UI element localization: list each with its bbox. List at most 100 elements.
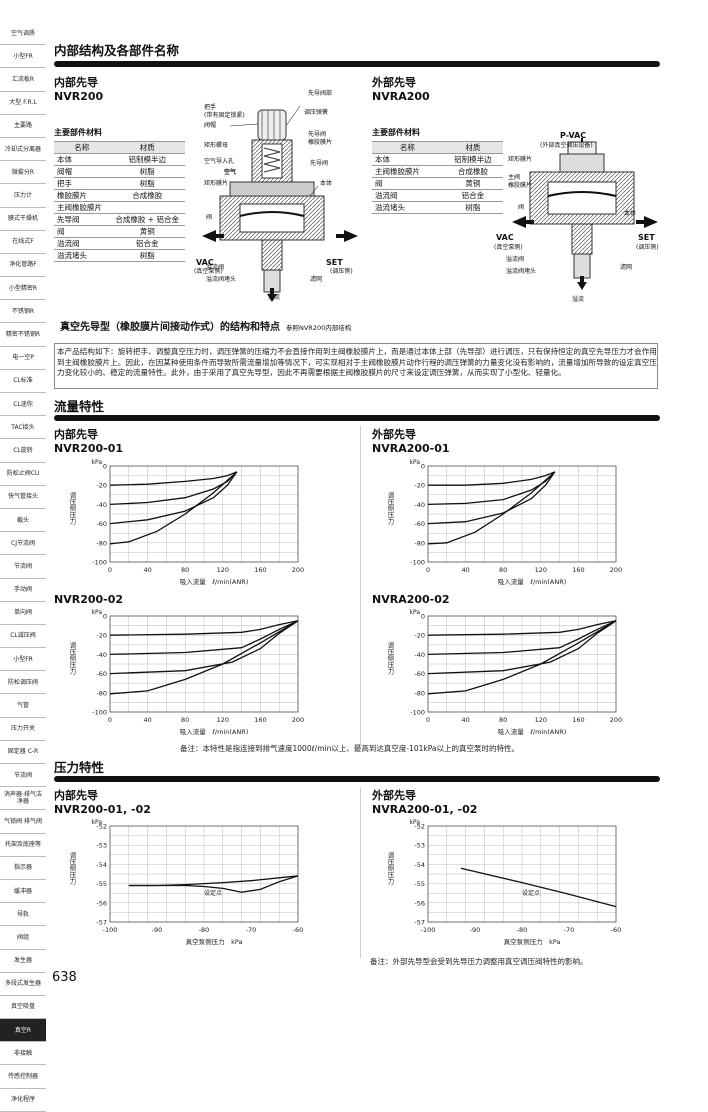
sidebar-item[interactable]: 膜式干燥机	[0, 208, 46, 231]
sidebar-item[interactable]: 净化管路F	[0, 254, 46, 278]
x-tick-label: 80	[499, 566, 507, 574]
sidebar-item[interactable]: 空气调质	[0, 22, 46, 46]
flow-chart-title-3: NVRA200-02	[372, 593, 450, 606]
page-number: 638	[52, 970, 77, 985]
materials-table-right: 名称 材质 本体 铝制模半边 主阀橡胶膜片 合成橡胶阀黄铜 溢流阀 铝合金 溢流堵头 树脂	[372, 141, 503, 214]
sidebar-item[interactable]: 气管	[0, 694, 46, 718]
label-vac-r: VAC	[496, 233, 514, 242]
y-tick-label: 0	[103, 613, 107, 621]
series-line	[427, 620, 617, 695]
sidebar-item[interactable]: 精密不锈钢R	[0, 323, 46, 347]
y-tick-label: -80	[414, 689, 425, 697]
sidebar-item[interactable]: CL标准	[0, 370, 46, 393]
sidebar-item[interactable]: TAC接头	[0, 416, 46, 440]
sidebar-item[interactable]: 阀组	[0, 926, 46, 950]
column-divider	[360, 426, 361, 746]
feature-box	[54, 343, 658, 389]
sidebar-item[interactable]: 防松调压阀	[0, 671, 46, 695]
table-cell: 铝制模半边	[109, 153, 185, 166]
sidebar-item[interactable]: 不锈钢R	[0, 300, 46, 324]
y-tick-label: -80	[96, 689, 107, 697]
sidebar-item[interactable]: 大型 F.R.L	[0, 92, 46, 115]
x-tick-label: -70	[246, 926, 257, 934]
label-valve: 阀	[206, 214, 213, 221]
table-row: 橡胶膜片 合成橡胶	[54, 189, 185, 202]
sidebar-item[interactable]: 多段式发生器	[0, 973, 46, 996]
label-vac-side: (真空泵侧)	[194, 268, 223, 275]
sidebar-item[interactable]: 截头	[0, 509, 46, 533]
table-header: 材质	[442, 141, 503, 154]
x-tick-label: 40	[143, 566, 151, 574]
sidebar-item[interactable]: 节流阀	[0, 555, 46, 579]
label-rect-diaphragm: 矩形膜片	[204, 180, 229, 187]
sidebar-item[interactable]: 气锁阀·排气阀	[0, 810, 46, 834]
sidebar-item[interactable]: 冷却式分离器	[0, 138, 46, 162]
sidebar-item[interactable]: CL迷你	[0, 393, 46, 417]
sidebar-item[interactable]: 小型FR	[0, 648, 46, 672]
sidebar-item[interactable]: 小型FR	[0, 45, 46, 69]
y-tick-label: -54	[96, 861, 107, 869]
sidebar-item[interactable]: 汇流板R	[0, 68, 46, 92]
x-tick-label: 80	[499, 716, 507, 724]
sidebar-item[interactable]: 发生器	[0, 950, 46, 973]
series-line	[427, 620, 617, 656]
series-line	[109, 471, 238, 525]
sidebar-item[interactable]: 微雾分R	[0, 161, 46, 185]
series-line	[427, 471, 556, 525]
x-axis-label: 吸入流量 ℓ/min(ANR)	[498, 727, 567, 736]
sidebar-item[interactable]: 净化程序	[0, 1089, 46, 1112]
label-pilot-section: 先导阀部	[308, 90, 333, 97]
sidebar-item[interactable]: 托架及底座等	[0, 834, 46, 857]
label-relief-plug-r: 溢流阀堵头	[506, 268, 537, 275]
sidebar-item[interactable]: CL减压阀	[0, 625, 46, 649]
sidebar-item[interactable]: CL旋转	[0, 439, 46, 463]
x-tick-label: 120	[535, 716, 547, 724]
y-unit-label: kPa	[410, 819, 421, 826]
sidebar-item[interactable]: 固定器 C-R	[0, 741, 46, 764]
table-cell: 合成橡胶	[442, 165, 503, 178]
sidebar-item[interactable]: CJ节流阀	[0, 532, 46, 556]
sidebar-item[interactable]: 非接触	[0, 1042, 46, 1066]
table-row: 溢流堵头 树脂	[54, 249, 185, 262]
plot-frame	[109, 825, 299, 923]
table-cell: 溢流堵头	[372, 201, 443, 214]
label-spring: 调压弹簧	[304, 109, 329, 116]
plot-frame	[109, 615, 299, 713]
sidebar-item[interactable]: 传感控制器	[0, 1065, 46, 1089]
y-tick-label: -57	[414, 919, 425, 927]
sidebar-item[interactable]: 导轨	[0, 903, 46, 927]
label-handle: 把手	[204, 104, 217, 111]
sidebar-item[interactable]: 压力开关	[0, 718, 46, 741]
sidebar-item[interactable]: 真空R	[0, 1019, 46, 1043]
x-tick-label: 0	[108, 566, 112, 574]
series-line	[109, 620, 299, 695]
label-rubber-diaphragm: 橡胶膜片	[308, 139, 333, 146]
table-cell: 橡胶膜片	[54, 189, 110, 202]
y-unit-label: kPa	[92, 609, 103, 616]
sidebar-item[interactable]: 手动阀	[0, 579, 46, 602]
sidebar-item[interactable]: 缓冲器	[0, 880, 46, 904]
sidebar-item[interactable]: 压力计	[0, 184, 46, 208]
table-cell: 树脂	[109, 177, 185, 190]
sidebar-item[interactable]: 电一空P	[0, 347, 46, 370]
sidebar-item[interactable]: 单向阀	[0, 602, 46, 625]
sidebar-item[interactable]: 节流阀	[0, 764, 46, 788]
x-tick-label: 160	[572, 716, 584, 724]
sidebar-item[interactable]: 防松止阀CU	[0, 463, 46, 486]
table-cell	[109, 201, 185, 214]
section-bar	[54, 61, 660, 67]
set-point-annotation: 设定点	[204, 889, 222, 897]
sidebar-item[interactable]: 主要路	[0, 115, 46, 138]
table-cell: 铝制模半边	[442, 153, 503, 166]
sidebar-item[interactable]: 在线式F	[0, 231, 46, 254]
sidebar-item[interactable]: 小型精密R	[0, 277, 46, 301]
sidebar-item[interactable]: 指示器	[0, 857, 46, 880]
x-tick-label: 80	[181, 566, 189, 574]
sidebar-item[interactable]: 快气管接头	[0, 486, 46, 509]
x-tick-label: 0	[426, 566, 430, 574]
x-tick-label: 200	[610, 566, 622, 574]
label-filter: 滤网	[310, 276, 323, 283]
x-axis-label: 吸入流量 ℓ/min(ANR)	[180, 577, 249, 586]
sidebar-item[interactable]: 真空吸盘	[0, 996, 46, 1020]
sidebar-item[interactable]: 消声器·排气洁净器	[0, 787, 46, 811]
